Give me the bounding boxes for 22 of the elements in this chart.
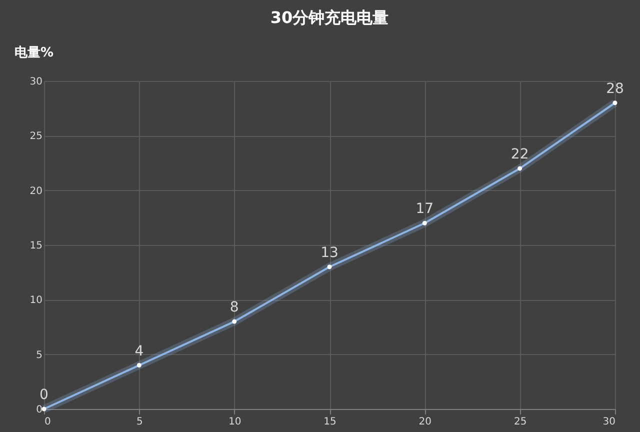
x-tick-label: 20 (418, 416, 432, 428)
x-tick-label: 25 (514, 416, 527, 428)
y-tick-label: 10 (30, 295, 42, 306)
y-tick-label: 5 (36, 350, 42, 361)
x-tick-label: 5 (136, 416, 143, 428)
data-label: 17 (416, 201, 434, 218)
data-label: 8 (230, 300, 239, 316)
x-tick-label: 10 (228, 416, 242, 428)
y-tick-label: 25 (30, 131, 42, 142)
x-tick-label: 0 (44, 416, 51, 428)
y-tick-label: 15 (30, 240, 42, 252)
data-label: 22 (510, 146, 529, 162)
chart-title: 30分钟充电电量 (270, 8, 389, 27)
data-label: 28 (606, 80, 624, 97)
y-tick-label: 20 (30, 186, 42, 197)
y-tick-label: 0 (36, 404, 42, 416)
y-axis-title: 电量% (14, 46, 54, 60)
data-label: 13 (320, 244, 338, 261)
data-label: 4 (134, 343, 144, 360)
x-tick-label: 30 (602, 416, 616, 428)
y-tick-label: 30 (30, 76, 42, 88)
x-tick-label: 15 (324, 416, 336, 428)
